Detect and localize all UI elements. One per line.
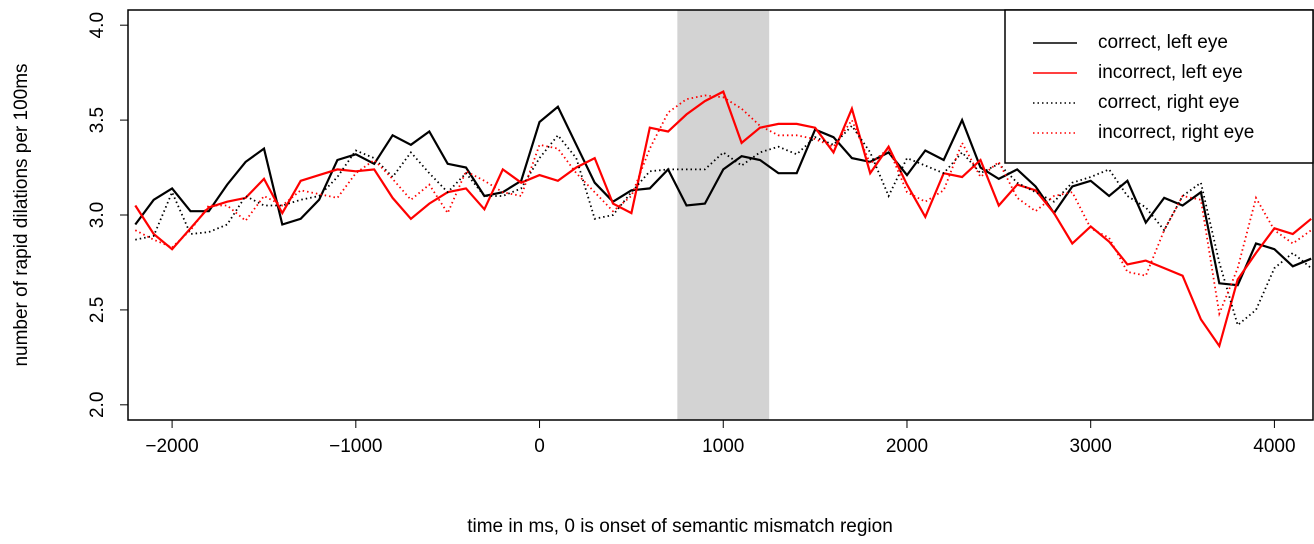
- shaded-region: [677, 10, 770, 420]
- series-line: [134, 105, 1312, 287]
- legend-label: incorrect, left eye: [1098, 62, 1243, 83]
- series-line: [134, 90, 1312, 349]
- y-tick-label: 3.5: [87, 107, 108, 133]
- x-tick-label: 3000: [1070, 436, 1112, 457]
- x-tick-label: 1000: [702, 436, 744, 457]
- y-tick-label: 4.0: [87, 12, 108, 38]
- x-tick-label: 0: [534, 436, 545, 457]
- x-axis-label: time in ms, 0 is onset of semantic misma…: [467, 516, 893, 537]
- y-axis-label: number of rapid dilations per 100ms: [11, 63, 32, 366]
- x-tick-label: −2000: [145, 436, 198, 457]
- x-tick-label: 2000: [886, 436, 928, 457]
- y-tick-label: 3.0: [87, 202, 108, 228]
- series-line: [134, 94, 1312, 318]
- legend-box: [1004, 9, 1314, 164]
- legend-label: correct, right eye: [1098, 92, 1240, 113]
- legend-label: incorrect, right eye: [1098, 122, 1254, 143]
- y-tick-label: 2.5: [87, 297, 108, 323]
- legend-label: correct, left eye: [1098, 32, 1228, 53]
- y-tick-label: 2.0: [87, 392, 108, 418]
- x-tick-label: −1000: [329, 436, 382, 457]
- series-line: [135, 124, 1312, 327]
- x-tick-label: 4000: [1253, 436, 1295, 457]
- plot-frame: [127, 9, 1314, 421]
